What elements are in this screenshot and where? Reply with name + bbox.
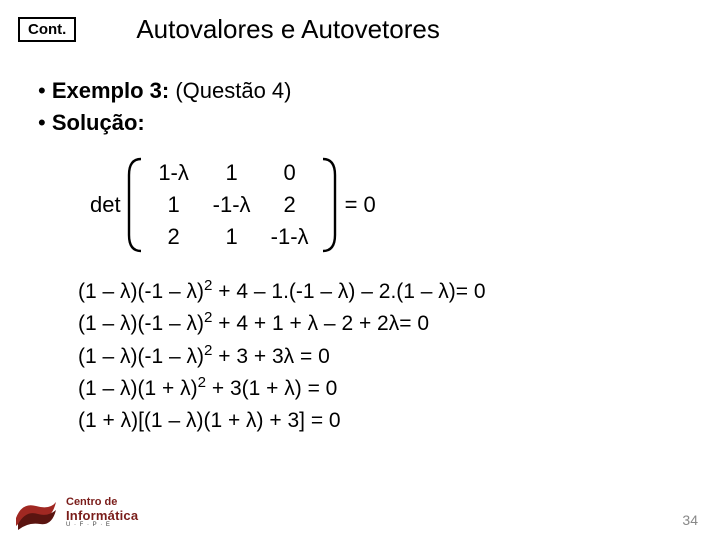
bullet-solucao-bold: Solução: (52, 110, 145, 135)
bracket-right-icon (319, 157, 337, 253)
expansion-line: (1 – λ)(-1 – λ)2 + 4 – 1.(-1 – λ) – 2.(1… (78, 275, 720, 308)
matrix-cell: 1-λ (145, 160, 203, 186)
matrix-cell: -1-λ (261, 224, 319, 250)
logo-line3: U · F · P · E (66, 522, 138, 528)
matrix-cell: 2 (145, 224, 203, 250)
det-label: det (90, 192, 121, 218)
bracket-left-icon (127, 157, 145, 253)
expansion-line: (1 + λ)[(1 – λ)(1 + λ) + 3] = 0 (78, 405, 720, 437)
header-row: Cont. Autovalores e Autovetores (0, 0, 720, 45)
matrix-cell: 1 (203, 224, 261, 250)
expansion-line: (1 – λ)(-1 – λ)2 + 4 + 1 + λ – 2 + 2λ= 0 (78, 307, 720, 340)
logo-text: Centro de Informática U · F · P · E (66, 497, 138, 528)
page-title: Autovalores e Autovetores (136, 14, 440, 45)
bullet-solucao: Solução: (38, 107, 720, 139)
cont-badge: Cont. (18, 17, 76, 42)
determinant-expression: det 1-λ 1 0 1 -1-λ 2 2 1 -1-λ = 0 (90, 157, 720, 253)
matrix-cell: 0 (261, 160, 319, 186)
matrix-cell: 1 (203, 160, 261, 186)
matrix-grid: 1-λ 1 0 1 -1-λ 2 2 1 -1-λ (145, 157, 319, 253)
matrix-cell: 1 (145, 192, 203, 218)
equals-zero: = 0 (345, 192, 376, 218)
footer-logo: Centro de Informática U · F · P · E (12, 496, 138, 530)
logo-mark-icon (12, 496, 60, 530)
bullet-exemplo-bold: Exemplo 3: (52, 78, 169, 103)
matrix-cell: 2 (261, 192, 319, 218)
bullet-exemplo-rest: (Questão 4) (169, 78, 291, 103)
bullet-list: Exemplo 3: (Questão 4) Solução: (38, 75, 720, 139)
page-number: 34 (682, 512, 698, 528)
bullet-exemplo: Exemplo 3: (Questão 4) (38, 75, 720, 107)
expansion-line: (1 – λ)(1 + λ)2 + 3(1 + λ) = 0 (78, 372, 720, 405)
matrix-cell: -1-λ (203, 192, 261, 218)
logo-line2: Informática (66, 509, 138, 523)
expansion-line: (1 – λ)(-1 – λ)2 + 3 + 3λ = 0 (78, 340, 720, 373)
expansion-lines: (1 – λ)(-1 – λ)2 + 4 – 1.(-1 – λ) – 2.(1… (78, 275, 720, 437)
